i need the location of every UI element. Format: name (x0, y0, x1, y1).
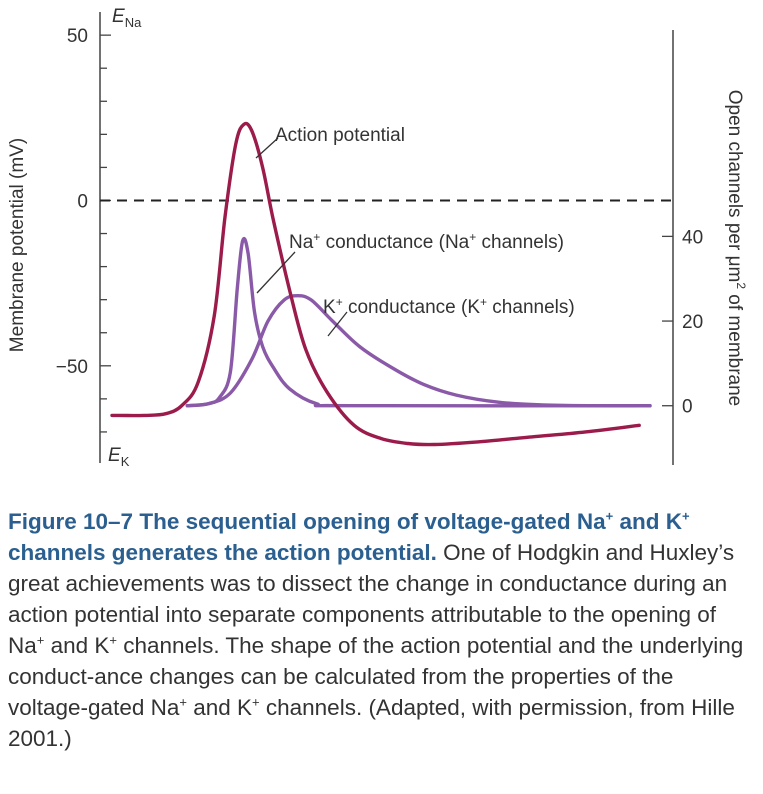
right-tick-label: 40 (682, 227, 703, 248)
right-axis-label: Open channels per μm2 of membrane (724, 90, 748, 407)
figure-caption: Figure 10–7 The sequential opening of vo… (8, 506, 758, 754)
left-tick-label: 50 (67, 26, 88, 47)
action-potential-chart: 50 0 −50 ENa EK Membrane potential (mV) 40… (7, 6, 748, 469)
annotations: Action potential Na+ conductance (Na+ ch… (255, 125, 575, 337)
na-conductance-line (185, 236, 652, 408)
annotation-k-conductance: K+ conductance (K+ channels) (323, 295, 575, 318)
annotation-na-conductance: Na+ conductance (Na+ channels) (289, 230, 564, 253)
left-axis: 50 0 −50 ENa EK Membrane potential (mV) (7, 6, 142, 469)
left-axis-label: Membrane potential (mV) (7, 138, 28, 352)
e-na-label: ENa (112, 6, 142, 30)
k-conductance-line (185, 294, 652, 408)
annotation-action-potential: Action potential (275, 125, 405, 146)
right-tick-label: 20 (682, 312, 703, 333)
figure-title: The sequential opening of voltage-gated … (8, 508, 690, 565)
e-k-label: EK (108, 445, 130, 469)
left-tick-label: −50 (56, 357, 88, 378)
action-potential-line (110, 121, 641, 447)
figure-number: Figure 10–7 (8, 509, 134, 534)
right-tick-label: 0 (682, 397, 693, 418)
right-axis: 40 20 0 Open channels per μm2 of membrane (662, 30, 748, 465)
left-tick-label: 0 (77, 191, 88, 212)
figure-caption-body: One of Hodgkin and Huxley’s great achiev… (8, 540, 744, 751)
